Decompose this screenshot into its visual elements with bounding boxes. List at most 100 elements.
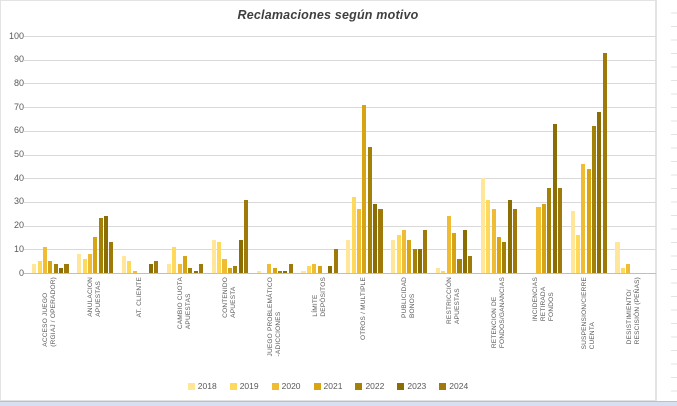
category-label-7: LÍMITE DEPÓSITOS bbox=[297, 277, 342, 373]
bar-2021-cat8 bbox=[362, 104, 367, 273]
category-label-6: JUEGO PROBLEMÁTICO -ADICCIONES bbox=[252, 277, 297, 373]
bar-2023-cat4 bbox=[193, 270, 198, 273]
bar-2024-cat9 bbox=[423, 230, 428, 273]
bar-2020-cat3 bbox=[132, 270, 137, 273]
category-label-text: DESISTIMIENTO/ RESCISIÓN (PEÑAS) bbox=[625, 277, 641, 345]
bar-2018-cat2 bbox=[77, 254, 82, 273]
category-label-text: CAMBIO CUOTA APUESTAS bbox=[176, 277, 192, 330]
category-label-12: INCIDENCIAS RETIRADA FONDOS bbox=[521, 277, 566, 373]
gridline-20 bbox=[24, 225, 656, 227]
bar-2019-cat14 bbox=[620, 268, 625, 273]
bar-2024-cat4 bbox=[199, 263, 204, 273]
gridline-0 bbox=[24, 273, 656, 274]
category-label-14: DESISTIMIENTO/ RESCISIÓN (PEÑAS) bbox=[611, 277, 656, 373]
bar-2021-cat1 bbox=[48, 261, 53, 273]
bar-2022-cat9 bbox=[412, 249, 417, 273]
bar-2021-cat11 bbox=[496, 237, 502, 273]
bar-2018-cat11 bbox=[480, 178, 485, 273]
category-label-text: JUEGO PROBLEMÁTICO -ADICCIONES bbox=[266, 277, 282, 357]
bar-2020-cat13 bbox=[581, 163, 586, 273]
category-label-text: SUSPENSION/CIERRE CUENTA bbox=[580, 277, 596, 350]
bar-2024-cat6 bbox=[288, 263, 293, 273]
bar-2020-cat2 bbox=[87, 254, 92, 273]
bar-2018-cat4 bbox=[166, 263, 171, 273]
gridline-30 bbox=[24, 201, 656, 203]
bar-2024-cat1 bbox=[64, 263, 69, 273]
legend-item-2018: 2018 bbox=[187, 381, 217, 391]
bar-2023-cat9 bbox=[417, 249, 423, 273]
bar-2018-cat14 bbox=[615, 242, 620, 273]
y-tick-label-90: 90 bbox=[13, 54, 24, 65]
category-label-text: ACCESO JUEGO (RGIAJ / OPERADOR) bbox=[42, 277, 58, 347]
bar-2020-cat5 bbox=[222, 258, 227, 273]
legend-swatch-2022 bbox=[355, 382, 363, 390]
chart-legend: 2018 2019 2020 2021 2022 2023 2024 bbox=[0, 381, 656, 391]
gridline-10 bbox=[24, 249, 656, 251]
bar-2018-cat1 bbox=[32, 263, 37, 273]
gridline-60 bbox=[24, 130, 656, 132]
bar-2021-cat5 bbox=[227, 268, 232, 273]
bar-2018-cat8 bbox=[346, 239, 351, 273]
bar-2024-cat5 bbox=[243, 199, 248, 273]
bar-2023-cat12 bbox=[552, 123, 557, 273]
gridline-40 bbox=[24, 178, 656, 180]
y-tick-label-70: 70 bbox=[13, 101, 24, 112]
bar-2024-cat13 bbox=[602, 52, 607, 273]
bar-2023-cat5 bbox=[238, 239, 243, 273]
bar-2021-cat12 bbox=[541, 204, 546, 273]
bar-2022-cat10 bbox=[457, 258, 462, 273]
bar-2018-cat13 bbox=[570, 211, 575, 273]
bar-2020-cat14 bbox=[626, 263, 631, 273]
category-label-text: INCIDENCIAS RETIRADA FONDOS bbox=[531, 277, 555, 322]
bar-2018-cat3 bbox=[122, 256, 127, 273]
bar-2020-cat8 bbox=[357, 209, 362, 273]
chart-right-edge bbox=[656, 0, 657, 401]
bar-2020-cat10 bbox=[446, 216, 451, 273]
bar-2019-cat1 bbox=[37, 261, 42, 273]
bar-2024-cat2 bbox=[109, 242, 114, 273]
category-label-text: ANULACION APUESTAS bbox=[87, 277, 103, 317]
legend-label-2019: 2019 bbox=[239, 381, 259, 391]
category-label-text: RESTRICCIÓN APUESTAS bbox=[446, 277, 462, 324]
bar-2022-cat4 bbox=[188, 268, 193, 273]
y-tick-label-30: 30 bbox=[13, 196, 24, 207]
category-label-text: RETENCION DE FONDOS/GANANCIAS bbox=[490, 277, 506, 349]
bar-2019-cat5 bbox=[217, 242, 222, 273]
category-label-8: OTROS / MULTIPLE bbox=[342, 277, 387, 373]
legend-swatch-2023 bbox=[397, 382, 405, 390]
legend-swatch-2021 bbox=[313, 382, 321, 390]
legend-label-2020: 2020 bbox=[281, 381, 301, 391]
legend-swatch-2019 bbox=[229, 382, 237, 390]
bar-2021-cat2 bbox=[93, 237, 98, 273]
bar-2022-cat12 bbox=[547, 187, 552, 273]
bar-2023-cat13 bbox=[597, 111, 602, 273]
window-bottom-strip bbox=[0, 401, 677, 406]
legend-swatch-2024 bbox=[439, 382, 447, 390]
bar-2023-cat7 bbox=[328, 265, 333, 273]
bar-2020-cat11 bbox=[491, 209, 496, 273]
category-label-9: PUBLICIDAD BONOS bbox=[387, 277, 432, 373]
bar-2022-cat6 bbox=[278, 270, 283, 273]
bar-2024-cat11 bbox=[513, 209, 518, 273]
bar-2022-cat11 bbox=[502, 242, 507, 273]
legend-item-2020: 2020 bbox=[271, 381, 301, 391]
bar-2021-cat9 bbox=[407, 239, 412, 273]
category-label-2: ANULACION APUESTAS bbox=[73, 277, 118, 373]
bar-2024-cat8 bbox=[378, 209, 383, 273]
y-tick-label-0: 0 bbox=[18, 267, 24, 278]
bar-2024-cat12 bbox=[557, 187, 562, 273]
bar-2018-cat9 bbox=[391, 239, 396, 273]
bar-2019-cat8 bbox=[351, 197, 356, 273]
bar-2023-cat8 bbox=[373, 204, 378, 273]
bar-2023-cat10 bbox=[462, 230, 467, 273]
bar-2018-cat7 bbox=[301, 270, 306, 273]
bar-2019-cat4 bbox=[172, 246, 177, 273]
bar-2021-cat4 bbox=[182, 256, 188, 273]
bar-2022-cat13 bbox=[592, 126, 597, 273]
bar-2020-cat12 bbox=[536, 206, 541, 273]
bar-2021-cat10 bbox=[452, 232, 457, 273]
bar-2018-cat5 bbox=[211, 239, 216, 273]
bar-2020-cat9 bbox=[401, 230, 406, 273]
category-label-text: PUBLICIDAD BONOS bbox=[401, 277, 417, 319]
bar-2023-cat11 bbox=[507, 199, 512, 273]
